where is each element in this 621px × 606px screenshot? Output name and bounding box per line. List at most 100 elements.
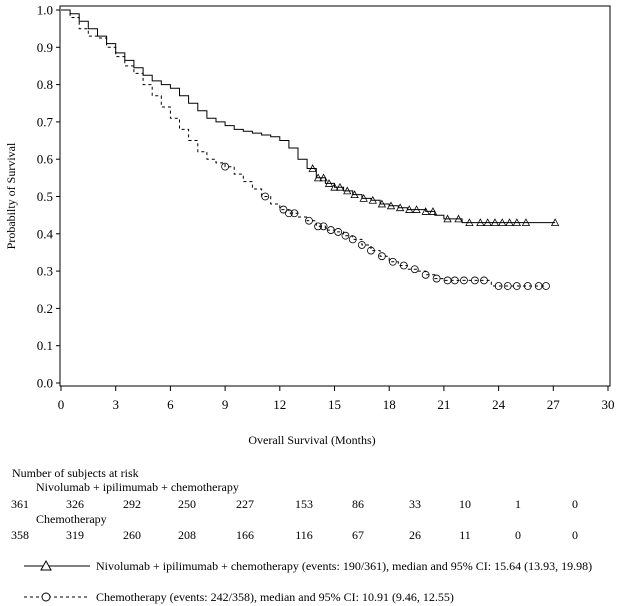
x-axis: 0 3 6 9 12 15 18 21 24 27 30 <box>58 386 615 412</box>
risk-count: 260 <box>123 528 141 542</box>
legend-text-nivo: Nivolumab + ipilimumab + chemotherapy (e… <box>96 559 593 573</box>
x-tick-label: 0 <box>58 397 65 412</box>
risk-count: 26 <box>409 528 421 542</box>
censor-marker-circle <box>450 276 459 285</box>
censor-marker-circle <box>290 209 299 218</box>
censor-marker-triangle <box>343 186 352 195</box>
risk-count: 0 <box>515 528 521 542</box>
series-line-nivo <box>61 9 556 224</box>
y-tick-label: 0.8 <box>37 77 53 92</box>
y-axis: 0.0 0.1 0.2 0.3 0.4 0.5 0.6 0.7 0.8 0.9 1.0 <box>37 3 60 391</box>
censor-marker-circle <box>285 209 293 218</box>
censor-marker-circle <box>432 274 441 283</box>
legend-sample-nivo <box>24 559 90 571</box>
censor-marker-triangle <box>428 207 438 215</box>
x-tick-label: 18 <box>383 397 396 412</box>
censor-marker-circle <box>279 205 288 214</box>
censor-marker-circle <box>480 276 488 285</box>
censor-marker-triangle <box>330 182 339 191</box>
censor-marker-triangle <box>324 179 334 187</box>
x-tick-label: 9 <box>222 397 229 412</box>
y-tick-label: 0.3 <box>37 264 53 279</box>
censor-marker-circle <box>460 276 468 285</box>
censor-marker-circle <box>357 241 366 249</box>
risk-count: 361 <box>11 497 29 511</box>
y-tick-label: 0.2 <box>37 301 53 316</box>
risk-count: 250 <box>178 497 196 511</box>
km-chart: 0.0 0.1 0.2 0.3 0.4 0.5 0.6 0.7 0.8 0.9 1.0 0 3 6 9 12… <box>4 3 615 448</box>
censor-marker-circle <box>410 265 419 274</box>
censor-marker-circle <box>470 276 479 285</box>
y-tick-label: 0.0 <box>37 376 53 391</box>
plot-frame <box>59 5 611 387</box>
x-axis-label: Overall Survival (Months) <box>248 433 375 447</box>
censor-marker-circle <box>512 282 521 290</box>
censor-marker-triangle <box>550 218 560 227</box>
censor-marker-circle <box>388 257 397 266</box>
censor-marker-triangle <box>412 205 421 213</box>
risk-count: 1 <box>515 497 521 511</box>
censor-marker-circle <box>221 162 230 171</box>
x-tick-label: 24 <box>492 397 506 412</box>
x-tick-label: 6 <box>167 397 174 412</box>
series-line-chemo <box>61 9 546 287</box>
censor-marker-triangle <box>483 218 492 227</box>
risk-count: 166 <box>236 528 254 542</box>
risk-count: 358 <box>11 528 29 542</box>
risk-group-label-chemo: Chemotherapy <box>36 512 107 526</box>
risk-count: 153 <box>295 497 313 511</box>
risk-count: 11 <box>459 528 471 542</box>
y-tick-label: 0.9 <box>37 40 53 55</box>
risk-count: 319 <box>66 528 84 542</box>
x-tick-label: 30 <box>602 397 615 412</box>
x-tick-label: 27 <box>547 397 561 412</box>
censor-marker-triangle <box>359 194 368 202</box>
censor-marker-triangle <box>512 218 522 227</box>
censor-marker-circle <box>314 222 322 231</box>
censor-marker-triangle <box>421 207 430 215</box>
x-tick-label: 21 <box>437 397 450 412</box>
censor-marker-triangle <box>521 218 531 227</box>
censor-marker-triangle <box>386 201 396 210</box>
risk-count: 292 <box>123 497 141 511</box>
censor-marker-circle <box>503 282 512 290</box>
y-axis-label: Probabilty of Survival <box>4 142 18 249</box>
risk-group-label-nivo: Nivolumab + ipilimumab + chemotherapy <box>36 480 239 494</box>
censor-marker-triangle <box>395 203 405 212</box>
legend-sample-chemo <box>24 592 90 602</box>
censor-marker-triangle <box>476 218 485 227</box>
censor-marker-circle <box>319 222 328 231</box>
censor-marker-circle <box>421 270 430 279</box>
risk-row-chemo: 358 319 260 208 166 116 67 26 11 0 0 <box>0 528 621 542</box>
x-tick-label: 12 <box>273 397 286 412</box>
censor-marker-triangle <box>490 218 500 227</box>
risk-count: 86 <box>352 497 364 511</box>
censor-marker-circle <box>261 192 270 201</box>
censor-marker-triangle <box>443 214 452 223</box>
censor-marker-triangle <box>498 218 507 227</box>
risk-count: 116 <box>295 528 313 542</box>
x-tick-label: 15 <box>328 397 341 412</box>
censor-marker-circle <box>334 228 343 236</box>
censor-marker-circle <box>494 282 503 290</box>
x-tick-label: 3 <box>112 397 119 412</box>
risk-count: 326 <box>66 497 84 511</box>
censor-marker-triangle <box>308 164 317 172</box>
risk-count: 10 <box>459 497 471 511</box>
censor-marker-circle <box>341 231 350 240</box>
risk-count: 33 <box>409 497 421 511</box>
risk-count: 67 <box>352 528 364 542</box>
censor-marker-circle <box>305 216 313 225</box>
y-tick-label: 0.5 <box>37 189 53 204</box>
censor-marker-triangle <box>319 173 328 182</box>
censor-marker-circle <box>326 226 335 234</box>
risk-count: 227 <box>236 497 254 511</box>
censor-marker-triangle <box>368 195 377 204</box>
censor-marker-circle <box>542 282 550 290</box>
risk-count: 0 <box>572 497 578 511</box>
risk-table-title: Number of subjects at risk <box>12 466 139 480</box>
series-layer <box>61 9 560 290</box>
censor-marker-triangle <box>377 199 387 208</box>
censor-marker-circle <box>523 282 532 290</box>
risk-row-nivo: 361 326 292 250 227 153 86 33 10 1 0 <box>0 497 621 511</box>
